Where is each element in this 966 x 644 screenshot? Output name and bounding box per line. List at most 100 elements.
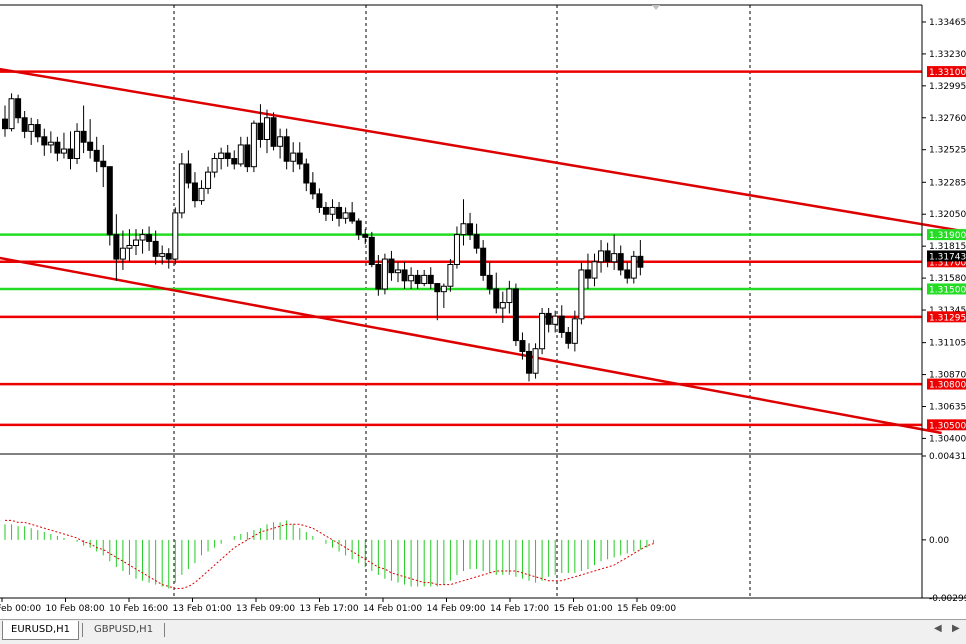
bear-candle — [270, 117, 277, 147]
level-tag — [927, 66, 966, 78]
bull-candle — [571, 318, 578, 344]
bear-candle — [584, 269, 591, 279]
bear-candle — [349, 212, 356, 222]
chart-shift-icon — [652, 5, 660, 10]
oscillator-panel — [0, 453, 922, 589]
bear-candle — [493, 288, 500, 309]
level-tag-label: 1.31295 — [929, 313, 966, 323]
bull-candle — [211, 158, 218, 173]
bear-candle — [486, 274, 493, 290]
current-price-tag — [927, 250, 966, 262]
bear-candle — [526, 350, 532, 374]
price-tick-label: 1.32995 — [929, 82, 966, 92]
bull-candle — [381, 258, 388, 290]
bear-candle — [80, 130, 87, 143]
bear-candle — [322, 206, 329, 215]
bull-candle — [237, 144, 244, 165]
osc-tick-label: 0.00 — [929, 536, 949, 546]
bear-candle — [467, 223, 474, 236]
price-tick-label: 1.31345 — [929, 306, 966, 316]
bull-candle — [139, 234, 146, 241]
bull-candle — [205, 171, 212, 189]
bear-candle — [67, 148, 74, 160]
bull-candle — [460, 223, 467, 236]
bull-candle — [126, 244, 133, 249]
bear-candle — [244, 144, 251, 168]
scroll-right-icon[interactable]: ▶ — [952, 623, 960, 634]
signal-line — [5, 519, 654, 589]
tab-eurusd-h1[interactable]: EURUSD,H1 — [2, 621, 80, 640]
bull-candle — [342, 212, 349, 219]
price-tick-label: 1.31815 — [929, 242, 966, 252]
time-tick-label: 14 Feb 17:00 — [490, 604, 549, 614]
bear-candle — [146, 234, 153, 242]
bear-candle — [54, 141, 61, 154]
time-axis: 10 Feb 00:00 10 Feb 08:00 10 Feb 16:00 13 F… — [0, 598, 676, 614]
bear-candle — [231, 158, 238, 165]
vertical-grid — [173, 5, 751, 598]
bear-candle — [165, 253, 172, 260]
price-tick-label: 1.33230 — [929, 50, 966, 60]
bull-candle — [290, 152, 297, 162]
price-tick-label: 1.30635 — [929, 402, 966, 412]
bull-candle — [506, 288, 513, 304]
trend-lines[interactable] — [0, 67, 966, 435]
bear-candle — [152, 240, 159, 257]
price-tick-label: 1.30870 — [929, 371, 966, 381]
time-tick-label: 13 Feb 17:00 — [300, 604, 359, 614]
bull-candle — [198, 187, 205, 202]
bull-candle — [421, 274, 428, 285]
level-tag-label: 1.33100 — [929, 68, 966, 78]
bear-candle — [427, 274, 434, 285]
bull-candle — [539, 312, 546, 350]
bear-candle — [355, 220, 362, 236]
bear-candle — [480, 247, 487, 276]
bull-candle — [591, 261, 598, 279]
bull-candle — [8, 98, 15, 130]
price-tick-label: 1.33465 — [929, 18, 966, 28]
bear-candle — [41, 136, 48, 146]
level-tag — [927, 419, 966, 431]
bull-candle — [264, 117, 270, 141]
scroll-left-icon[interactable]: ◀ — [934, 623, 942, 634]
chart-canvas[interactable]: 1.33465 1.33230 1.32995 1.32760 1.32525 1.322… — [0, 0, 966, 619]
level-tag-label: 1.30800 — [929, 381, 966, 391]
bear-candle — [309, 182, 316, 195]
level-tag — [927, 283, 966, 295]
bull-candle — [630, 255, 637, 279]
bull-candle — [447, 264, 454, 287]
price-tick-label: 1.30400 — [929, 434, 966, 444]
bull-candle — [60, 148, 67, 154]
bull-candle — [172, 212, 179, 260]
bear-candle — [473, 234, 480, 249]
bull-candle — [28, 124, 35, 132]
price-tick-label: 1.31105 — [929, 339, 966, 349]
level-tag-label: 1.31700 — [929, 258, 966, 268]
bull-candle — [218, 152, 225, 160]
bull-candle — [329, 206, 336, 215]
bull-candle — [611, 253, 618, 263]
bear-candle — [375, 264, 382, 290]
bull-candle — [133, 239, 139, 246]
bear-candle — [512, 288, 519, 342]
bear-candle — [637, 255, 644, 268]
bull-candle — [178, 163, 185, 214]
bull-candle — [408, 274, 415, 282]
osc-tick-label: -0.00299 — [929, 594, 966, 604]
bear-candle — [93, 149, 100, 162]
bear-candle — [624, 269, 631, 279]
price-tick-label: 1.32760 — [929, 114, 966, 124]
bear-candle — [100, 160, 107, 168]
osc-tick-label: 0.004312 — [929, 452, 966, 462]
bear-candle — [604, 250, 611, 263]
bear-candle — [414, 274, 421, 285]
tab-gbpusd-h1[interactable]: GBPUSD,H1 — [86, 621, 161, 639]
time-tick-label: 14 Feb 01:00 — [363, 604, 422, 614]
time-tick-label: 13 Feb 09:00 — [236, 604, 295, 614]
bear-candle — [257, 122, 264, 141]
level-tag — [927, 256, 966, 268]
time-tick-label: 15 Feb 09:00 — [617, 604, 676, 614]
price-tick-label: 1.31580 — [929, 274, 966, 284]
bull-candle — [395, 269, 401, 274]
bull-candle — [159, 253, 166, 257]
